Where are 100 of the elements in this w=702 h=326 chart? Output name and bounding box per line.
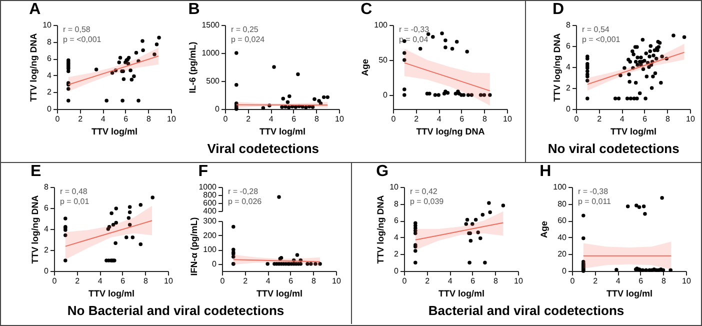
x-tick-label: 8 [482,114,488,124]
annotation: r = 0,58 [63,25,92,34]
chart-title: C [360,1,373,18]
y-tick-label: 0 [562,266,568,276]
y-tick-label: 4 [566,62,571,72]
chart-title: A [29,1,42,18]
y-tick-label: 0 [215,104,220,114]
y-axis-title: IFN-α (pg/mL) [188,217,199,276]
x-tick-label: 4 [620,114,624,124]
y-tick-label: 6 [44,204,49,212]
annotation: r = 0,54 [582,25,610,34]
chart-title: E [30,163,42,180]
x-axis-title: TTV log/ml [610,126,656,136]
annotation: p = 0,024 [231,35,266,44]
text: Bacterial and viral codetections [428,303,624,319]
x-tick-label: 6 [120,276,126,286]
x-tick-label: 8 [311,276,316,286]
y-tick-label: 2 [394,250,400,259]
annotation: p = 0,01 [60,197,90,206]
y-tick-label: 2 [47,88,52,97]
y-tick-label: 500 [206,76,220,86]
y-tick-label: 0 [394,266,400,276]
annotation: p = 0,026 [228,197,262,206]
annotation: r = -0,28 [228,187,258,196]
x-tick-label: 6 [288,276,294,286]
y-tick-label: 8 [566,20,571,30]
x-tick-label: 0 [402,276,408,286]
x-tick-label: 2 [414,114,420,124]
chart-title: F [198,163,208,180]
x-tick-label: 8 [143,276,148,286]
x-tick-label: 0 [574,114,579,124]
x-tick-label: 8 [662,276,667,286]
x-tick-label: 8 [314,114,320,124]
y-tick-label: 6 [47,54,52,64]
y-tick-label: 200 [202,230,217,240]
y-axis-title: TTV log/ng DNA [30,194,40,264]
x-tick-label: 2 [74,276,80,286]
y-tick-label: 4 [394,232,400,242]
x-tick-label: 4 [616,276,622,286]
annotation: r = 0,25 [231,25,260,34]
y-tick-label: 4 [44,224,49,234]
y-tick-label: 0 [44,266,49,276]
x-tick-label: 10 [682,276,692,286]
x-axis-title: TTV log/ml [438,288,485,298]
x-tick-label: 8 [146,114,152,124]
x-tick-label: 6 [460,114,465,124]
annotation: r = -0,33 [399,25,430,34]
y-tick-label: 10 [390,182,400,192]
x-axis-title: TTV log/ml [92,126,138,136]
annotation: p = <0,001 [582,35,620,44]
y-tick-label: 600 [202,198,217,208]
annotation: p = 0,039 [410,197,444,206]
y-tick-label: 6 [394,216,400,226]
x-tick-label: 2 [246,114,252,124]
y-axis-title: IL-6 (pg/mL) [188,42,198,94]
x-axis-title: TTV log/ml [256,288,302,298]
y-tick-label: 300 [202,216,217,226]
x-tick-label: 4 [98,276,103,286]
y-tick-label: 2 [44,246,49,254]
y-axis-title: Age [539,220,550,238]
y-tick-label: 10 [42,20,52,30]
y-tick-label: 8 [394,199,400,208]
x-tick-label: 6 [470,276,476,286]
y-tick-label: 0 [212,259,217,268]
y-tick-label: 0 [383,90,388,100]
annotation: r = 0,48 [60,187,88,196]
x-tick-label: 2 [78,114,84,124]
y-tick-label: 50 [378,56,388,64]
y-tick-label: 800 [202,190,217,200]
y-axis-title: Age [360,58,370,76]
x-tick-label: 6 [124,114,129,124]
text: Viral codetections [207,141,319,157]
x-tick-label: 8 [665,114,670,124]
x-tick-label: 4 [266,276,271,286]
x-tick-label: 10 [514,276,524,286]
y-tick-label: 1000 [202,48,220,58]
x-tick-label: 10 [332,276,342,286]
x-tick-label: 4 [101,114,106,124]
chart-title: G [376,163,389,180]
y-tick-label: 100 [202,245,217,254]
text: No viral codetections [548,141,680,157]
x-axis-title: TTV log/ng DNA [416,126,486,136]
x-axis-title: TTV log/ml [606,288,653,298]
x-tick-label: 2 [242,276,248,286]
x-tick-label: 10 [503,114,513,124]
x-tick-label: 4 [269,114,274,124]
y-tick-label: 0 [47,104,52,114]
x-axis-title: TTV log/ml [88,288,134,298]
annotation: r = -0,38 [578,187,609,196]
x-tick-label: 4 [437,114,442,124]
x-tick-label: 8 [494,276,499,286]
y-tick-label: 8 [44,182,49,192]
chart-title: D [552,1,564,18]
y-tick-label: 2 [566,84,571,92]
y-tick-label: 100 [374,20,388,30]
y-axis-title: TTV log/ng DNA [376,194,386,264]
y-tick-label: 40 [558,232,568,242]
y-tick-label: 100 [553,182,568,192]
x-tick-label: 2 [425,276,430,286]
y-tick-label: 0 [566,104,571,114]
